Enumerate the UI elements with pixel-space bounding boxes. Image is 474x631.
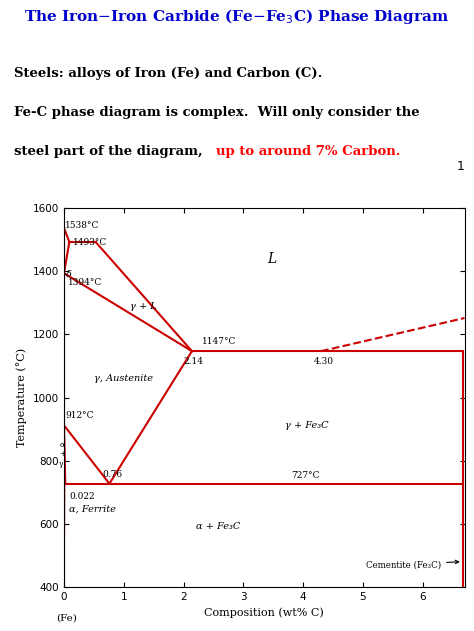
- X-axis label: Composition (wt% C): Composition (wt% C): [204, 607, 324, 618]
- Text: 727°C: 727°C: [291, 471, 319, 480]
- Text: (Fe): (Fe): [56, 613, 77, 622]
- Text: Fe-C phase diagram is complex.  Will only consider the: Fe-C phase diagram is complex. Will only…: [14, 106, 420, 119]
- Text: α + Fe₃C: α + Fe₃C: [195, 522, 240, 531]
- Text: 2.14: 2.14: [183, 357, 203, 367]
- Text: Steels: alloys of Iron (Fe) and Carbon (C).: Steels: alloys of Iron (Fe) and Carbon (…: [14, 67, 323, 80]
- Text: δ: δ: [66, 270, 72, 279]
- Text: steel part of the diagram,: steel part of the diagram,: [14, 145, 208, 158]
- Text: γ + L: γ + L: [130, 302, 156, 310]
- Text: α
+
γ: α + γ: [59, 441, 65, 468]
- Text: The Iron$-$Iron Carbide (Fe$-$Fe$_3$C) Phase Diagram: The Iron$-$Iron Carbide (Fe$-$Fe$_3$C) P…: [25, 7, 449, 26]
- Text: 1147°C: 1147°C: [201, 338, 236, 346]
- Text: 1538°C: 1538°C: [65, 221, 100, 230]
- Text: 1: 1: [456, 160, 465, 173]
- Text: 912°C: 912°C: [65, 411, 94, 420]
- Text: γ, Austenite: γ, Austenite: [94, 374, 153, 383]
- Y-axis label: Temperature (°C): Temperature (°C): [17, 348, 27, 447]
- Text: 0.76: 0.76: [103, 470, 123, 479]
- Text: 1493°C: 1493°C: [73, 238, 107, 247]
- Text: 4.30: 4.30: [314, 357, 334, 367]
- Text: α, Ferrite: α, Ferrite: [69, 505, 116, 514]
- Text: L: L: [267, 252, 276, 266]
- Text: 1394°C: 1394°C: [68, 278, 102, 287]
- Text: up to around 7% Carbon.: up to around 7% Carbon.: [216, 145, 400, 158]
- Text: 0.022: 0.022: [69, 492, 95, 500]
- Text: Cementite (Fe₃C): Cementite (Fe₃C): [366, 560, 459, 569]
- Text: γ + Fe₃C: γ + Fe₃C: [285, 422, 329, 430]
